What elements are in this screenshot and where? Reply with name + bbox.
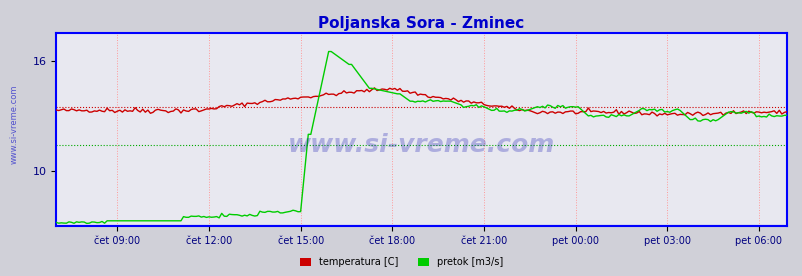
Legend: temperatura [C], pretok [m3/s]: temperatura [C], pretok [m3/s] (295, 253, 507, 271)
Text: www.si-vreme.com: www.si-vreme.com (288, 133, 554, 157)
Text: www.si-vreme.com: www.si-vreme.com (10, 84, 19, 164)
Title: Poljanska Sora - Zminec: Poljanska Sora - Zminec (318, 15, 524, 31)
